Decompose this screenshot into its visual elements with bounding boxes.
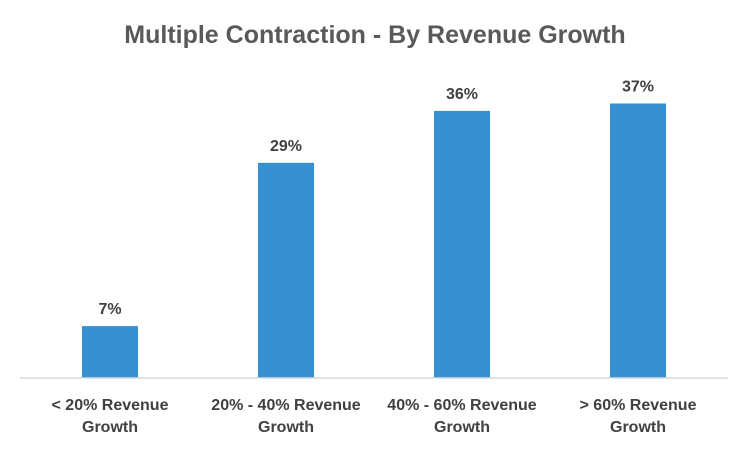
x-tick-labels-group: < 20% Revenue Growth 20% - 40% Revenue Grow… [52,397,697,436]
data-label-2: 29% [270,138,302,155]
x-tick-label-4-line-2: Growth [610,419,666,436]
data-labels-group: 7% 29% 36% 37% [98,79,654,319]
x-tick-label-2-line-2: Growth [258,419,314,436]
data-label-4: 37% [622,79,654,96]
bar-2 [258,162,314,378]
data-label-1: 7% [98,301,121,318]
x-tick-label-1-line-2: Growth [82,419,138,436]
x-tick-label-3-line-1: 40% - 60% Revenue [387,397,537,414]
bar-3 [434,110,490,379]
x-tick-label-4-line-1: > 60% Revenue [580,397,697,414]
data-label-3: 36% [446,86,478,103]
x-tick-label-2-line-1: 20% - 40% Revenue [211,397,361,414]
bar-1 [82,326,138,378]
bars-group [82,103,666,379]
bar-4 [610,103,666,378]
x-tick-label-3-line-2: Growth [434,419,490,436]
x-tick-label-1-line-1: < 20% Revenue [52,397,169,414]
chart-title: Multiple Contraction - By Revenue Growth [124,21,625,49]
